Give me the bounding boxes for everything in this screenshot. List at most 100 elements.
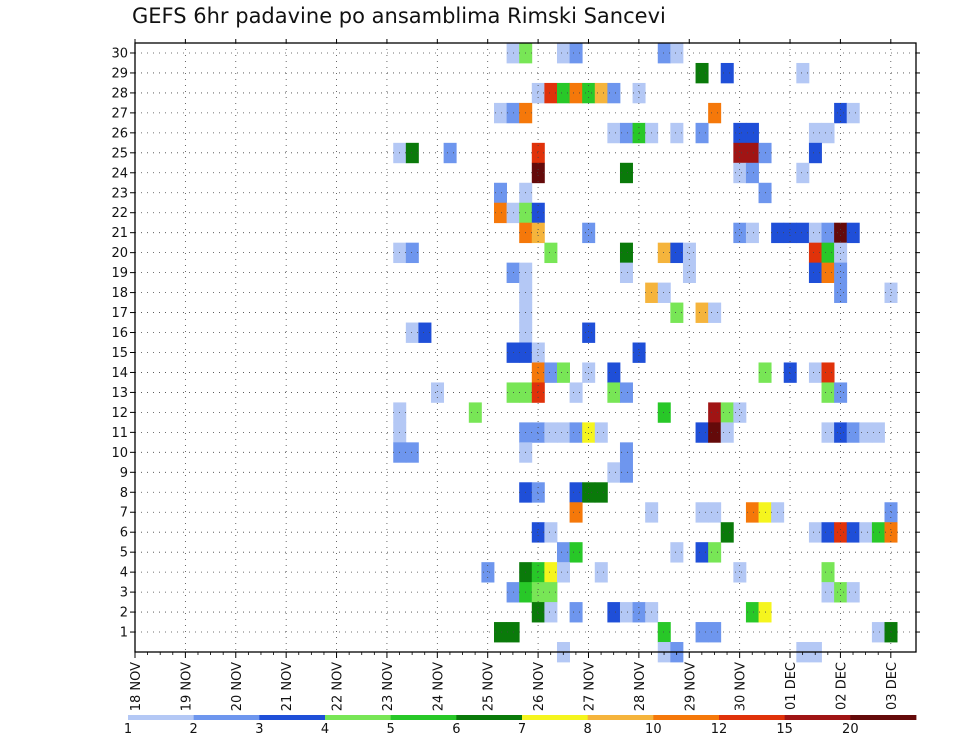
heatmap-cell xyxy=(494,182,508,204)
heatmap-cell xyxy=(582,222,596,244)
heatmap-cell xyxy=(657,622,671,643)
heatmap-cell xyxy=(670,43,684,64)
heatmap-cell xyxy=(695,122,709,144)
heatmap-cell xyxy=(619,602,633,623)
heatmap-cell xyxy=(443,142,457,164)
heatmap-cell xyxy=(544,522,558,543)
y-tick-label: 20 xyxy=(111,246,128,261)
heatmap-cell xyxy=(670,542,684,563)
heatmap-cell xyxy=(834,102,848,124)
heatmap-cell xyxy=(657,282,671,303)
heatmap-cell xyxy=(531,202,545,224)
heatmap-cell xyxy=(531,142,545,164)
legend-label: 6 xyxy=(452,722,460,737)
heatmap-cell xyxy=(695,62,709,84)
heatmap-cell xyxy=(594,482,608,503)
y-tick-label: 11 xyxy=(111,426,128,441)
heatmap-cell xyxy=(531,582,545,603)
heatmap-cell xyxy=(531,422,545,443)
heatmap-cell xyxy=(569,502,583,523)
legend-swatch xyxy=(653,715,720,720)
heatmap-cell xyxy=(531,562,545,583)
x-tick-label: 02 DEC xyxy=(834,662,849,710)
heatmap-cell xyxy=(556,422,570,443)
heatmap-cell xyxy=(544,242,558,264)
heatmap-cell xyxy=(834,262,848,284)
heatmap-cell xyxy=(708,622,722,643)
heatmap-cell xyxy=(846,222,860,244)
heatmap-cell xyxy=(544,82,558,104)
heatmap-cell xyxy=(821,122,835,144)
x-tick-label: 03 DEC xyxy=(885,662,900,710)
heatmap-cell xyxy=(556,542,570,563)
legend-label: 1 xyxy=(124,722,132,737)
y-tick-label: 10 xyxy=(111,446,128,461)
heatmap-cell xyxy=(594,422,608,443)
x-tick-label: 20 NOV xyxy=(230,662,245,711)
y-tick-label: 23 xyxy=(111,186,128,201)
heatmap-cell xyxy=(582,82,596,104)
legend-swatch xyxy=(719,715,786,720)
legend-swatch xyxy=(325,715,392,720)
heatmap-cell xyxy=(582,422,596,443)
heatmap-cell xyxy=(556,43,570,64)
heatmap-cell xyxy=(619,462,633,483)
heatmap-cell xyxy=(695,542,709,563)
y-tick-label: 17 xyxy=(111,306,128,321)
heatmap-cell xyxy=(695,302,709,323)
heatmap-cell xyxy=(418,322,432,343)
heatmap-cell xyxy=(745,162,759,184)
x-tick-label: 24 NOV xyxy=(431,662,446,711)
heatmap-cell xyxy=(619,442,633,463)
x-tick-label: 22 NOV xyxy=(331,662,346,711)
heatmap-cell xyxy=(821,262,835,284)
heatmap-cell xyxy=(708,502,722,523)
heatmap-cell xyxy=(619,122,633,144)
heatmap-cell xyxy=(808,222,822,244)
y-tick-label: 25 xyxy=(111,146,128,161)
heatmap-cell xyxy=(531,342,545,363)
heatmap-cell xyxy=(670,242,684,264)
y-tick-label: 6 xyxy=(120,526,128,541)
heatmap-cell xyxy=(808,262,822,284)
heatmap-cell xyxy=(808,522,822,543)
heatmap-cell xyxy=(834,242,848,264)
heatmap-cell xyxy=(871,622,885,643)
heatmap-cell xyxy=(720,422,734,443)
heatmap-cell xyxy=(796,162,810,184)
y-tick-label: 26 xyxy=(111,126,128,141)
heatmap-cell xyxy=(708,402,722,423)
x-tick-label: 23 NOV xyxy=(381,662,396,711)
y-tick-label: 5 xyxy=(120,546,128,561)
x-tick-label: 25 NOV xyxy=(482,662,497,711)
heatmap-cell xyxy=(657,402,671,423)
y-tick-label: 9 xyxy=(120,466,128,481)
x-tick-label: 18 NOV xyxy=(129,662,144,711)
y-tick-label: 27 xyxy=(111,106,128,121)
x-tick-label: 30 NOV xyxy=(734,662,749,711)
y-tick-label: 28 xyxy=(111,86,128,101)
heatmap-cell xyxy=(594,82,608,104)
heatmap-cell xyxy=(619,162,633,184)
heatmap-cell xyxy=(405,322,419,343)
legend-label: 20 xyxy=(842,722,859,737)
heatmap-cell xyxy=(708,542,722,563)
heatmap-cell xyxy=(544,362,558,383)
heatmap-cell xyxy=(821,582,835,603)
heatmap-cell xyxy=(733,222,747,244)
heatmap-cell xyxy=(859,422,873,443)
heatmap-cell xyxy=(481,562,495,583)
heatmap-cell xyxy=(405,142,419,164)
heatmap-cell xyxy=(821,382,835,403)
heatmap-cell xyxy=(834,222,848,244)
heatmap-cell xyxy=(619,242,633,264)
heatmap-cell xyxy=(431,382,445,403)
heatmap-cell xyxy=(821,522,835,543)
legend-swatch xyxy=(259,715,326,720)
y-tick-label: 13 xyxy=(111,386,128,401)
heatmap-cell xyxy=(556,562,570,583)
heatmap-cell xyxy=(708,422,722,443)
legend-swatch xyxy=(522,715,589,720)
y-tick-label: 3 xyxy=(120,586,128,601)
heatmap-cell xyxy=(405,442,419,463)
